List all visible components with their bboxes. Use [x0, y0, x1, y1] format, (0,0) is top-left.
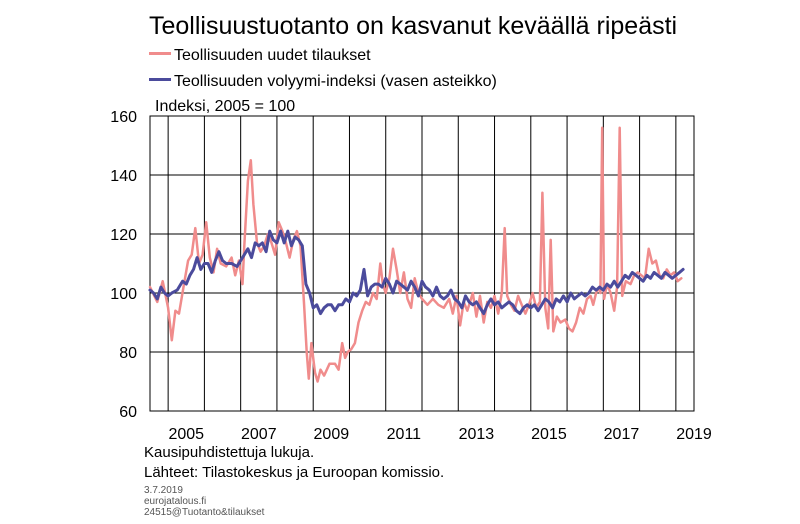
x-tick-label: 2013: [459, 426, 495, 443]
y-tick-label: 140: [110, 168, 137, 185]
x-tick-label: 2011: [387, 426, 422, 443]
x-tick-label: 2015: [531, 426, 567, 443]
x-tick-label: 2019: [676, 426, 712, 443]
y-tick-label: 120: [110, 227, 137, 244]
legend-entry-orders: Teollisuuden uudet tilaukset: [149, 47, 371, 65]
y-tick-label: 80: [119, 345, 137, 362]
series-line-volume-index: [148, 229, 685, 316]
legend-entry-volume: Teollisuuden volyymi-indeksi (vasen aste…: [149, 73, 497, 91]
y-axis-unit-label: Indeksi, 2005 = 100: [155, 98, 296, 115]
note-seasonally-adjusted: Kausipuhdistettuja lukuja.: [144, 444, 315, 461]
footer-code: 24515@Tuotanto&tilaukset: [144, 507, 265, 518]
y-tick-label: 100: [110, 286, 137, 303]
legend-label-orders: Teollisuuden uudet tilaukset: [174, 47, 371, 64]
plot-frame: [149, 115, 695, 412]
note-sources: Lähteet: Tilastokeskus ja Euroopan komis…: [144, 464, 445, 481]
chart-title: Teollisuustuotanto on kasvanut keväällä …: [149, 12, 678, 40]
y-tick-label: 60: [119, 404, 137, 421]
y-tick-label: 160: [110, 109, 137, 126]
x-tick-label: 2007: [241, 426, 277, 443]
x-tick-label: 2005: [168, 426, 204, 443]
legend-label-volume: Teollisuuden volyymi-indeksi (vasen aste…: [174, 73, 497, 90]
footer-site: eurojatalous.fi: [144, 496, 207, 507]
footer-date: 3.7.2019: [144, 485, 183, 496]
legend-swatch-orders: [149, 52, 171, 56]
x-tick-label: 2009: [314, 426, 350, 443]
series-line-new-orders: [148, 126, 683, 383]
legend-swatch-volume: [149, 78, 171, 82]
x-tick-label: 2017: [604, 426, 640, 443]
